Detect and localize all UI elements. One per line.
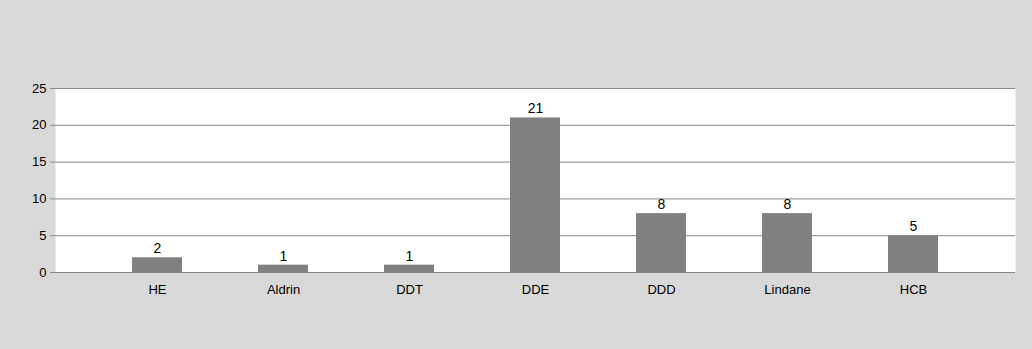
svg-text:HCB: HCB [900,282,927,297]
svg-text:0: 0 [39,265,46,280]
svg-text:8: 8 [658,196,666,212]
svg-text:DDE: DDE [522,282,550,297]
svg-text:8: 8 [784,196,792,212]
svg-text:2: 2 [154,240,162,256]
svg-text:Lindane: Lindane [764,282,810,297]
svg-text:DDD: DDD [647,282,675,297]
svg-text:DDT: DDT [396,282,423,297]
svg-text:1: 1 [280,248,288,264]
svg-text:10: 10 [32,191,46,206]
svg-text:20: 20 [32,117,46,132]
svg-text:5: 5 [39,228,46,243]
svg-text:21: 21 [528,100,544,116]
svg-text:5: 5 [910,218,918,234]
svg-text:15: 15 [32,154,46,169]
svg-text:HE: HE [148,282,166,297]
svg-text:Aldrin: Aldrin [267,282,300,297]
svg-text:1: 1 [406,248,414,264]
svg-text:25: 25 [32,81,46,96]
